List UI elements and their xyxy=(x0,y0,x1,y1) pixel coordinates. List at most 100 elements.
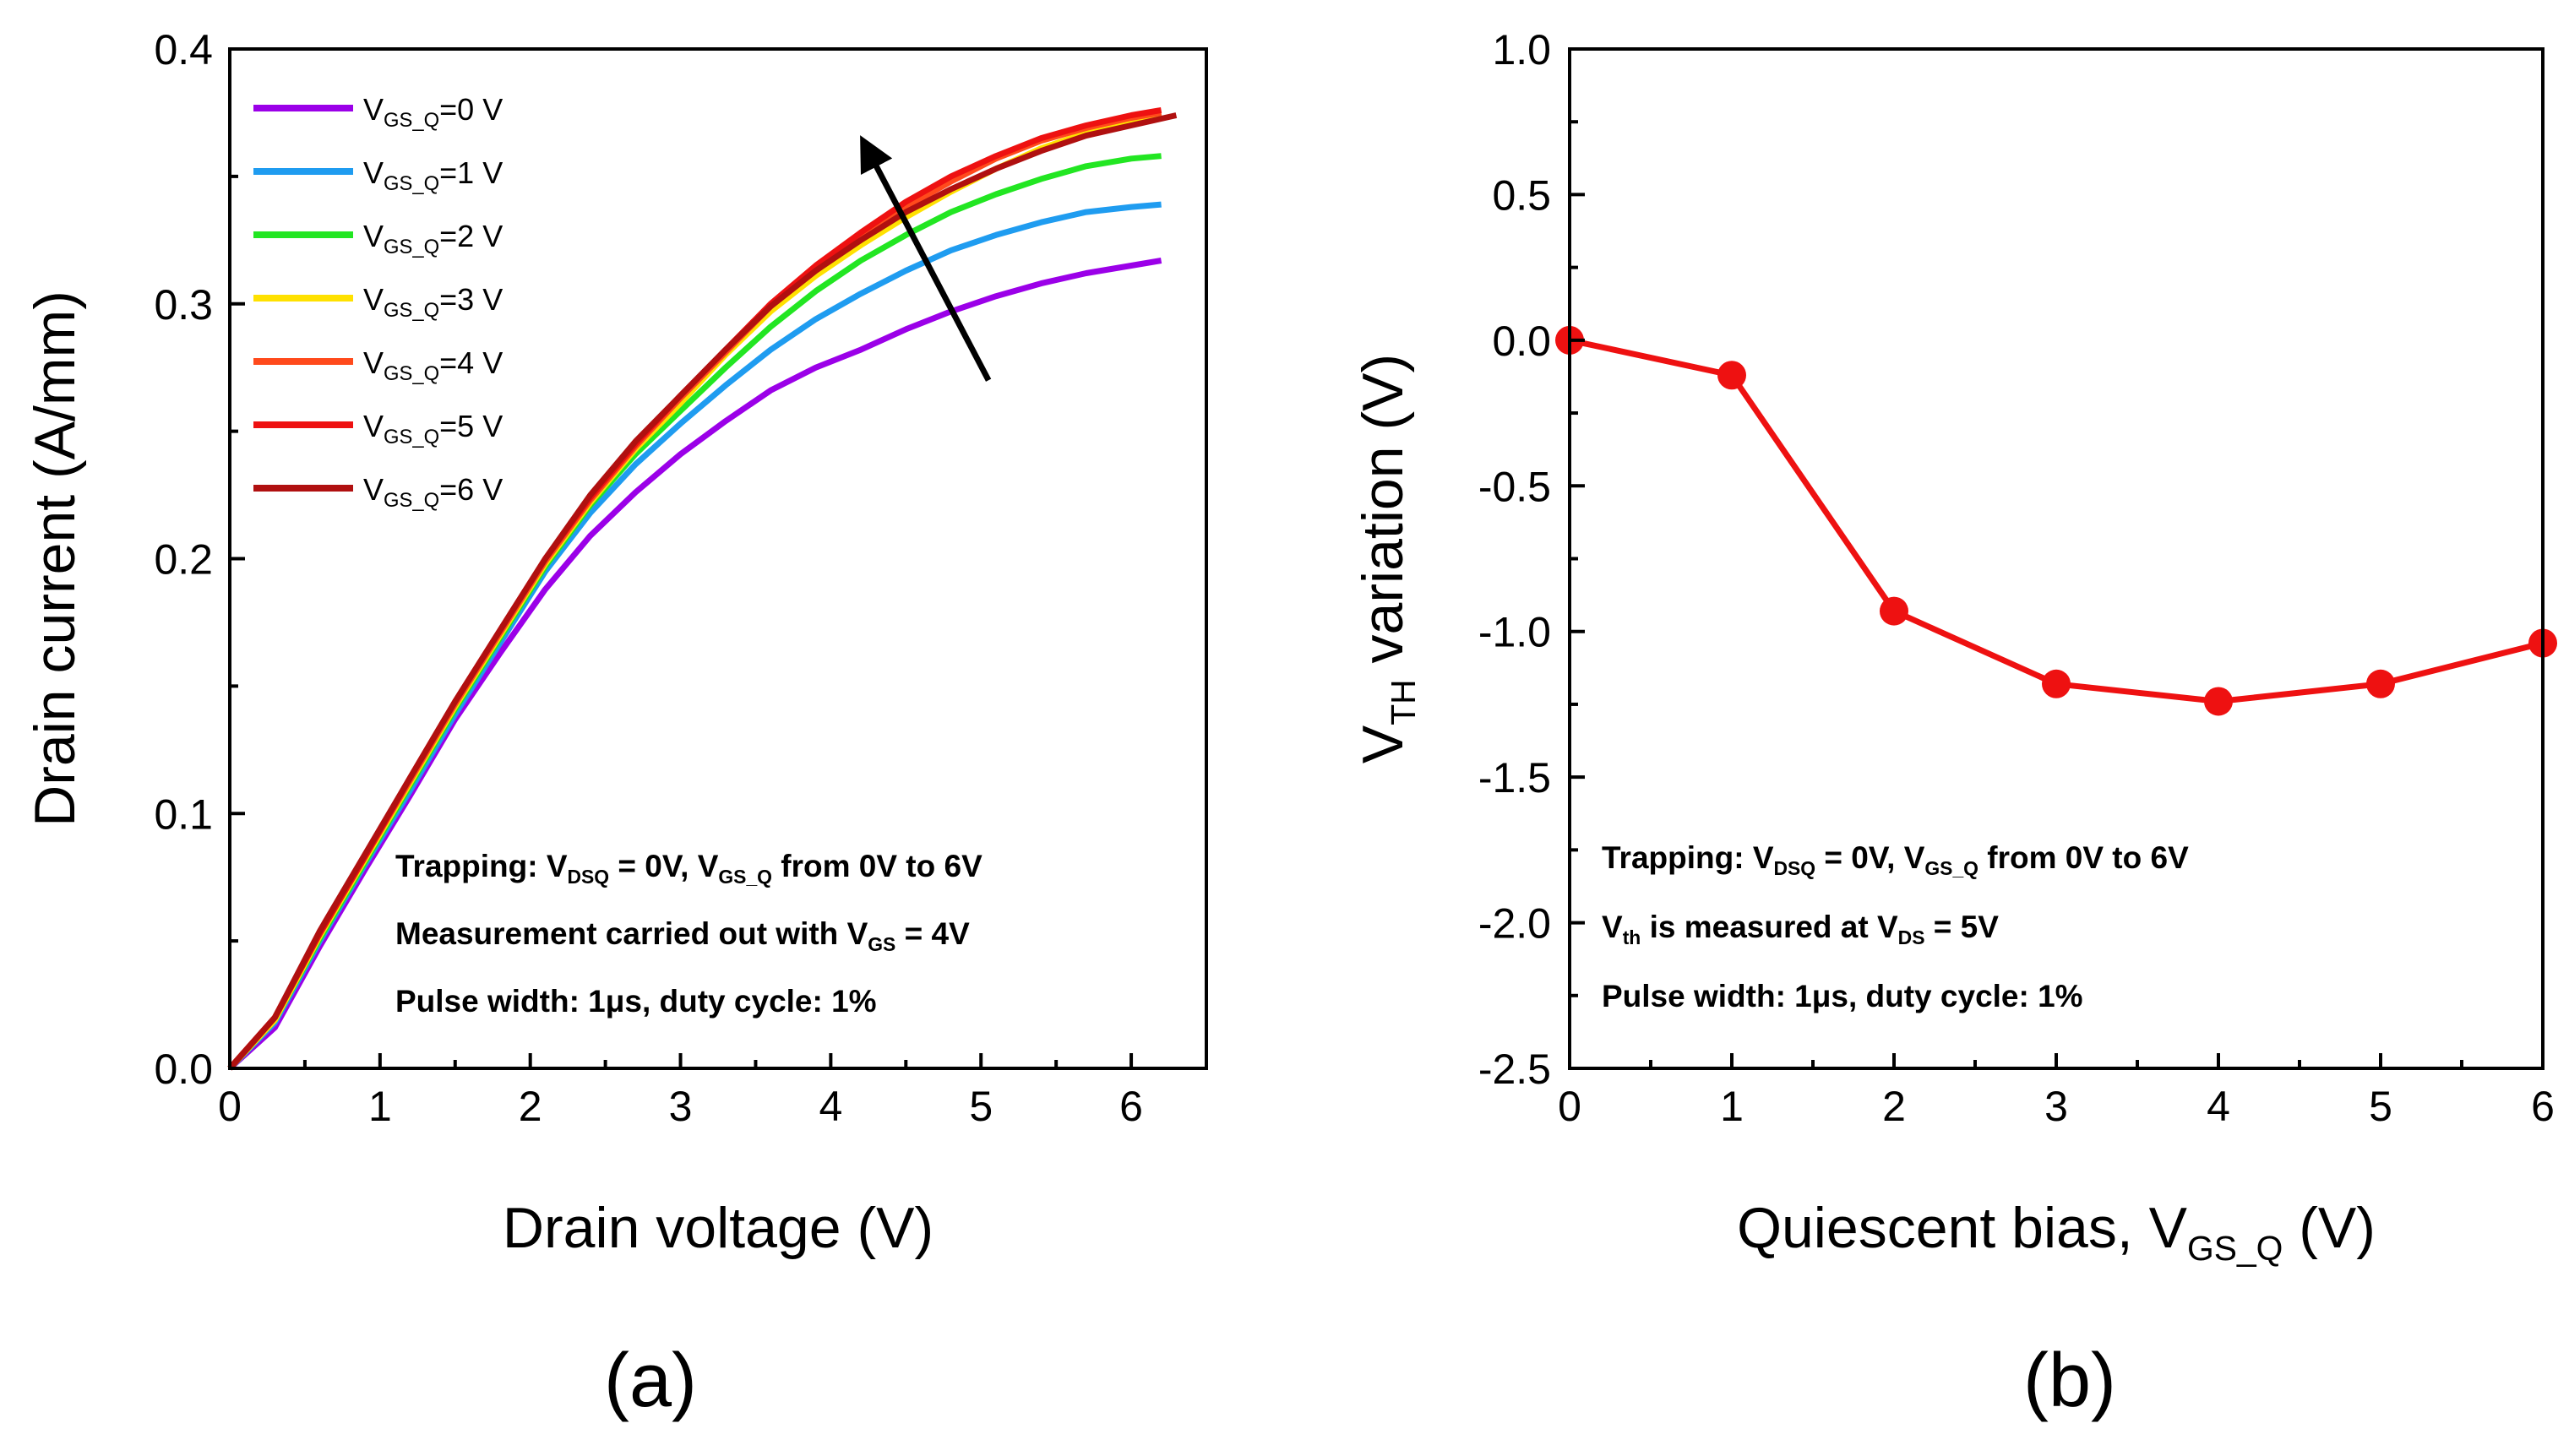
text-run: Trapping: V xyxy=(1602,840,1774,875)
text-run: V xyxy=(363,155,384,190)
panel-b: 0 1 2 3 4 5 6 -2.5 -2.0 -1.5 -1.0 -0.5 0.0 0.5 1.0 Quie… xyxy=(1351,26,2557,1423)
text-run: = 5V xyxy=(1924,910,1999,944)
text-run: (V) xyxy=(2283,1196,2376,1260)
text-run: =0 V xyxy=(439,92,503,127)
y-tick-label: -2.0 xyxy=(1478,900,1551,948)
subscript: DS xyxy=(1898,926,1925,948)
legend-entry-5: VGS_Q=5 V xyxy=(363,409,503,448)
y-tick-label: 0.0 xyxy=(1492,318,1551,365)
x-tick-label: 3 xyxy=(2044,1083,2068,1130)
x-tick-label: 5 xyxy=(2369,1083,2392,1130)
x-tick-label: 0 xyxy=(218,1083,242,1130)
y-tick-label: 0.4 xyxy=(154,26,213,73)
legend-entry-2: VGS_Q=2 V xyxy=(363,219,503,258)
subscript: TH xyxy=(1384,679,1423,725)
text-run: variation (V) xyxy=(1351,354,1415,679)
text-run: =6 V xyxy=(439,472,503,507)
subscript: GS_Q xyxy=(384,426,439,448)
x-tick-label: 4 xyxy=(2207,1083,2230,1130)
legend-entry-1: VGS_Q=1 V xyxy=(363,155,503,195)
data-point-4 xyxy=(2204,687,2233,716)
x-axis-label-b: Quiescent bias, VGS_Q (V) xyxy=(1737,1196,2376,1268)
annotation-a-2: Pulse width: 1μs, duty cycle: 1% xyxy=(395,984,877,1019)
text-run: =4 V xyxy=(439,345,503,380)
subscript: GS_Q xyxy=(1924,857,1978,879)
x-tick-label: 5 xyxy=(969,1083,993,1130)
text-run: V xyxy=(363,219,384,253)
x-tick-label: 0 xyxy=(1558,1083,1581,1130)
subscript: GS_Q xyxy=(384,236,439,258)
text-run: Quiescent bias, V xyxy=(1737,1196,2188,1260)
panel-label-b: (b) xyxy=(2023,1339,2116,1423)
text-run: V xyxy=(363,472,384,507)
annotation-b-0: Trapping: VDSQ = 0V, VGS_Q from 0V to 6V xyxy=(1602,840,2189,879)
text-run: Pulse width: 1μs, duty cycle: 1% xyxy=(1602,979,2083,1013)
panel-label-a: (a) xyxy=(604,1339,697,1423)
subscript: GS_Q xyxy=(384,489,439,512)
series-line-6 xyxy=(227,112,1178,1071)
text-run: Pulse width: 1μs, duty cycle: 1% xyxy=(395,984,877,1019)
subscript: GS_Q xyxy=(384,299,439,322)
y-tick-label: -2.5 xyxy=(1478,1046,1551,1093)
text-run: is measured at V xyxy=(1641,910,1898,944)
x-tick-label: 6 xyxy=(2531,1083,2555,1130)
x-axis-label-a: Drain voltage (V) xyxy=(503,1196,933,1260)
text-run: V xyxy=(363,345,384,380)
text-run: = 4V xyxy=(895,916,970,951)
text-run: = 0V, V xyxy=(1815,840,1925,875)
text-run: =5 V xyxy=(439,409,503,443)
y-tick-label: -1.5 xyxy=(1478,754,1551,801)
text-run: V xyxy=(363,409,384,443)
text-run: from 0V to 6V xyxy=(1978,840,2189,875)
subscript: GS_Q xyxy=(718,866,772,888)
annotation-a-1: Measurement carried out with VGS = 4V xyxy=(395,916,970,955)
x-tick-label: 6 xyxy=(1119,1083,1143,1130)
legend-entry-4: VGS_Q=4 V xyxy=(363,345,503,385)
y-tick-label: 0.3 xyxy=(154,281,213,329)
text-run: =3 V xyxy=(439,282,503,317)
y-axis-label-b: VTH variation (V) xyxy=(1351,354,1423,763)
text-run: = 0V, V xyxy=(609,849,719,883)
legend-entry-6: VGS_Q=6 V xyxy=(363,472,503,512)
text-run: V xyxy=(1602,910,1623,944)
y-tick-label: 0.1 xyxy=(154,790,213,838)
text-run: V xyxy=(1351,725,1415,763)
y-tick-label: 0.2 xyxy=(154,536,213,584)
subscript: GS xyxy=(868,933,895,955)
x-tick-label: 4 xyxy=(819,1083,842,1130)
data-point-1 xyxy=(1717,361,1746,390)
y-axis-label-a: Drain current (A/mm) xyxy=(23,291,87,827)
text-run: V xyxy=(363,282,384,317)
x-tick-label: 1 xyxy=(368,1083,392,1130)
plot-frame-a xyxy=(228,47,1208,1070)
panel-a: 0 1 2 3 4 5 6 0.0 0.1 0.2 0.3 0.4 Drain voltage (V) D… xyxy=(23,26,1208,1423)
x-tick-label: 3 xyxy=(669,1083,693,1130)
data-point-3 xyxy=(2042,669,2071,698)
annotation-b-2: Pulse width: 1μs, duty cycle: 1% xyxy=(1602,979,2083,1013)
subscript: DSQ xyxy=(568,866,610,888)
text-run: Measurement carried out with V xyxy=(395,916,868,951)
x-tick-label: 2 xyxy=(1882,1083,1906,1130)
text-run: =2 V xyxy=(439,219,503,253)
x-tick-label: 2 xyxy=(519,1083,542,1130)
y-tick-label: -1.0 xyxy=(1478,609,1551,656)
text-run: =1 V xyxy=(439,155,503,190)
y-tick-label: -0.5 xyxy=(1478,463,1551,510)
y-tick-label: 1.0 xyxy=(1492,26,1551,73)
subscript: DSQ xyxy=(1774,857,1816,879)
text-run: Trapping: V xyxy=(395,849,568,883)
data-point-2 xyxy=(1880,596,1908,626)
y-tick-label: 0.5 xyxy=(1492,171,1551,219)
x-tick-label: 1 xyxy=(1720,1083,1744,1130)
annotation-b-1: Vth is measured at VDS = 5V xyxy=(1602,910,1999,948)
vth-line xyxy=(1569,337,2544,704)
annotation-a-0: Trapping: VDSQ = 0V, VGS_Q from 0V to 6V xyxy=(395,849,982,888)
trend-arrow xyxy=(860,135,992,382)
text-run: from 0V to 6V xyxy=(772,849,982,883)
subscript: GS_Q xyxy=(384,109,439,132)
subscript: GS_Q xyxy=(384,172,439,195)
subscript: GS_Q xyxy=(384,362,439,385)
text-run: V xyxy=(363,92,384,127)
data-point-5 xyxy=(2366,669,2395,698)
